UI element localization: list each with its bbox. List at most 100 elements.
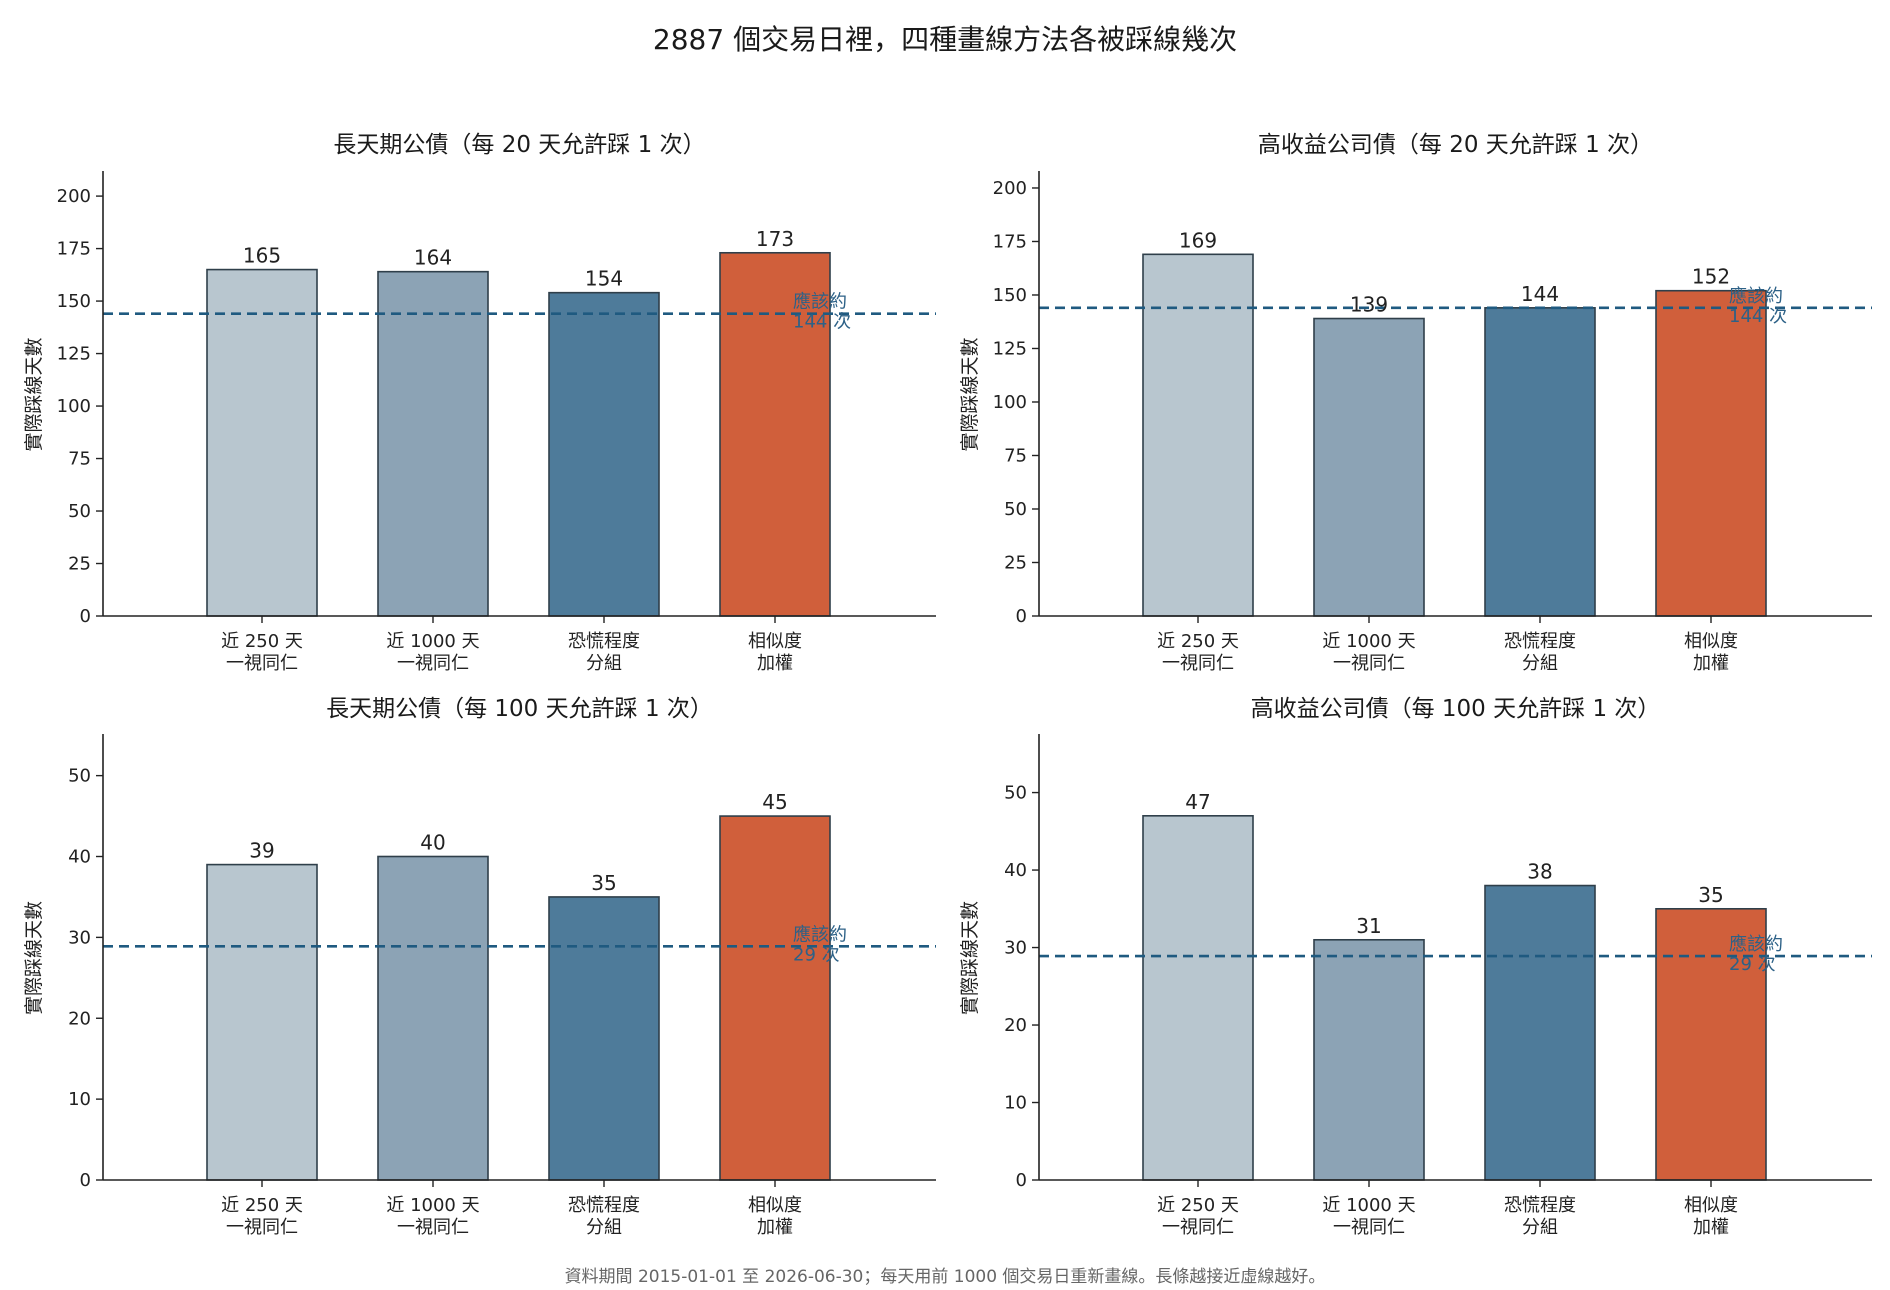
x-tick-label: 近 1000 天 xyxy=(1322,1195,1415,1216)
x-tick-label: 一視同仁 xyxy=(397,653,469,674)
bar-value-label: 164 xyxy=(414,246,452,270)
x-tick-label: 一視同仁 xyxy=(1333,653,1405,674)
bar xyxy=(1484,307,1596,617)
y-tick-label: 25 xyxy=(1004,552,1027,573)
reference-label: 應該約 xyxy=(793,291,847,313)
bar-value-label: 45 xyxy=(762,790,787,814)
chart-panel-3: 長天期公債（每 100 天允許踩 1 次） 實際踩線天數 39 40 35 45 應該約29… xyxy=(23,696,936,1238)
x-tick-label: 分組 xyxy=(586,1217,622,1238)
x-tick-label: 恐慌程度 xyxy=(568,631,640,652)
y-axis-label: 實際踩線天數 xyxy=(23,901,45,1015)
bar-value-label: 40 xyxy=(420,831,445,855)
bar xyxy=(1655,907,1767,1181)
reference-label: 應該約 xyxy=(1729,285,1783,307)
y-tick-label: 30 xyxy=(68,927,91,948)
panel-title: 高收益公司債（每 20 天允許踩 1 次） xyxy=(1258,132,1653,158)
reference-label: 應該約 xyxy=(793,923,847,945)
x-tick-label: 相似度 xyxy=(1684,1195,1738,1216)
bar-value-label: 47 xyxy=(1185,790,1210,814)
x-tick-label: 相似度 xyxy=(748,1195,802,1216)
bar xyxy=(1142,815,1254,1181)
bar xyxy=(1142,253,1254,617)
y-tick-label: 40 xyxy=(68,847,91,868)
x-tick-label: 近 1000 天 xyxy=(386,1195,479,1216)
y-tick-label: 0 xyxy=(1016,1170,1027,1191)
x-tick-label: 一視同仁 xyxy=(397,1217,469,1238)
y-axis-label: 實際踩線天數 xyxy=(23,337,45,451)
x-tick-label: 近 250 天 xyxy=(221,1195,303,1216)
bar-value-label: 35 xyxy=(591,871,616,895)
reference-label: 29 次 xyxy=(1729,954,1776,975)
y-tick-label: 50 xyxy=(1004,499,1027,520)
y-tick-label: 10 xyxy=(68,1089,91,1110)
y-tick-label: 30 xyxy=(1004,938,1027,959)
x-tick-label: 近 250 天 xyxy=(221,631,303,652)
chart-panel-4: 高收益公司債（每 100 天允許踩 1 次）實際踩線天數47313835應該約2… xyxy=(959,696,1872,1238)
y-tick-label: 175 xyxy=(57,239,91,260)
x-tick-label: 近 1000 天 xyxy=(386,631,479,652)
bar-value-label: 152 xyxy=(1692,265,1730,289)
panel-title: 長天期公債（每 20 天允許踩 1 次） xyxy=(333,132,705,158)
reference-label: 29 次 xyxy=(793,944,840,965)
y-tick-label: 25 xyxy=(68,554,91,575)
chart-panel-2: 高收益公司債（每 20 天允許踩 1 次） 實際踩線天數 169 139 144 152應… xyxy=(959,132,1872,674)
y-tick-label: 0 xyxy=(80,606,91,627)
bar xyxy=(206,268,318,617)
y-tick-label: 75 xyxy=(1004,445,1027,466)
y-tick-label: 50 xyxy=(1004,783,1027,804)
x-tick-label: 相似度 xyxy=(748,631,802,652)
x-tick-label: 近 250 天 xyxy=(1157,631,1239,652)
x-tick-label: 相似度 xyxy=(1684,631,1738,652)
bar xyxy=(1313,317,1425,617)
y-tick-label: 75 xyxy=(68,449,91,470)
x-tick-label: 一視同仁 xyxy=(1162,653,1234,674)
bar-value-label: 139 xyxy=(1350,293,1388,317)
bar xyxy=(719,815,831,1181)
bar xyxy=(548,896,660,1181)
x-tick-label: 加權 xyxy=(757,1217,793,1238)
bar xyxy=(548,291,660,617)
y-tick-label: 150 xyxy=(993,285,1027,306)
y-tick-label: 125 xyxy=(993,338,1027,359)
x-tick-label: 一視同仁 xyxy=(226,653,298,674)
figure-title: 2887 個交易日裡，四種畫線方法各被踩線幾次 xyxy=(652,23,1238,56)
x-tick-label: 近 250 天 xyxy=(1157,1195,1239,1216)
bar-value-label: 31 xyxy=(1356,914,1381,938)
y-tick-label: 0 xyxy=(80,1170,91,1191)
bar-value-label: 169 xyxy=(1179,228,1217,252)
y-tick-label: 50 xyxy=(68,766,91,787)
y-axis-label: 實際踩線天數 xyxy=(959,337,981,451)
x-tick-label: 一視同仁 xyxy=(1333,1217,1405,1238)
bar xyxy=(377,855,489,1181)
bar xyxy=(1484,884,1596,1181)
bar-value-label: 39 xyxy=(249,839,274,863)
x-tick-label: 分組 xyxy=(1522,1217,1558,1238)
x-tick-label: 加權 xyxy=(1693,1217,1729,1238)
x-tick-label: 恐慌程度 xyxy=(1504,631,1576,652)
x-tick-label: 恐慌程度 xyxy=(1504,1195,1576,1216)
y-tick-label: 175 xyxy=(993,231,1027,252)
y-tick-label: 50 xyxy=(68,501,91,522)
x-tick-label: 分組 xyxy=(586,653,622,674)
y-tick-label: 200 xyxy=(993,178,1027,199)
reference-label: 144 次 xyxy=(793,312,851,333)
x-tick-label: 加權 xyxy=(1693,653,1729,674)
bar xyxy=(206,863,318,1181)
bar xyxy=(1313,938,1425,1181)
figure-footer: 資料期間 2015-01-01 至 2026-06-30；每天用前 1000 個… xyxy=(564,1267,1326,1287)
chart-panel-1: 長天期公債（每 20 天允許踩 1 次） 實際踩線天數 165 164 154 173 應該… xyxy=(23,132,936,674)
y-tick-label: 10 xyxy=(1004,1093,1027,1114)
bar xyxy=(1655,289,1767,617)
bar-value-label: 35 xyxy=(1698,883,1723,907)
panel-title: 高收益公司債（每 100 天允許踩 1 次） xyxy=(1251,696,1661,722)
y-tick-label: 150 xyxy=(57,291,91,312)
y-tick-label: 20 xyxy=(1004,1015,1027,1036)
x-tick-label: 分組 xyxy=(1522,653,1558,674)
bar-value-label: 173 xyxy=(756,227,794,251)
x-tick-label: 加權 xyxy=(757,653,793,674)
bar-value-label: 38 xyxy=(1527,860,1552,884)
y-tick-label: 200 xyxy=(57,186,91,207)
y-axis-label: 實際踩線天數 xyxy=(959,901,981,1015)
